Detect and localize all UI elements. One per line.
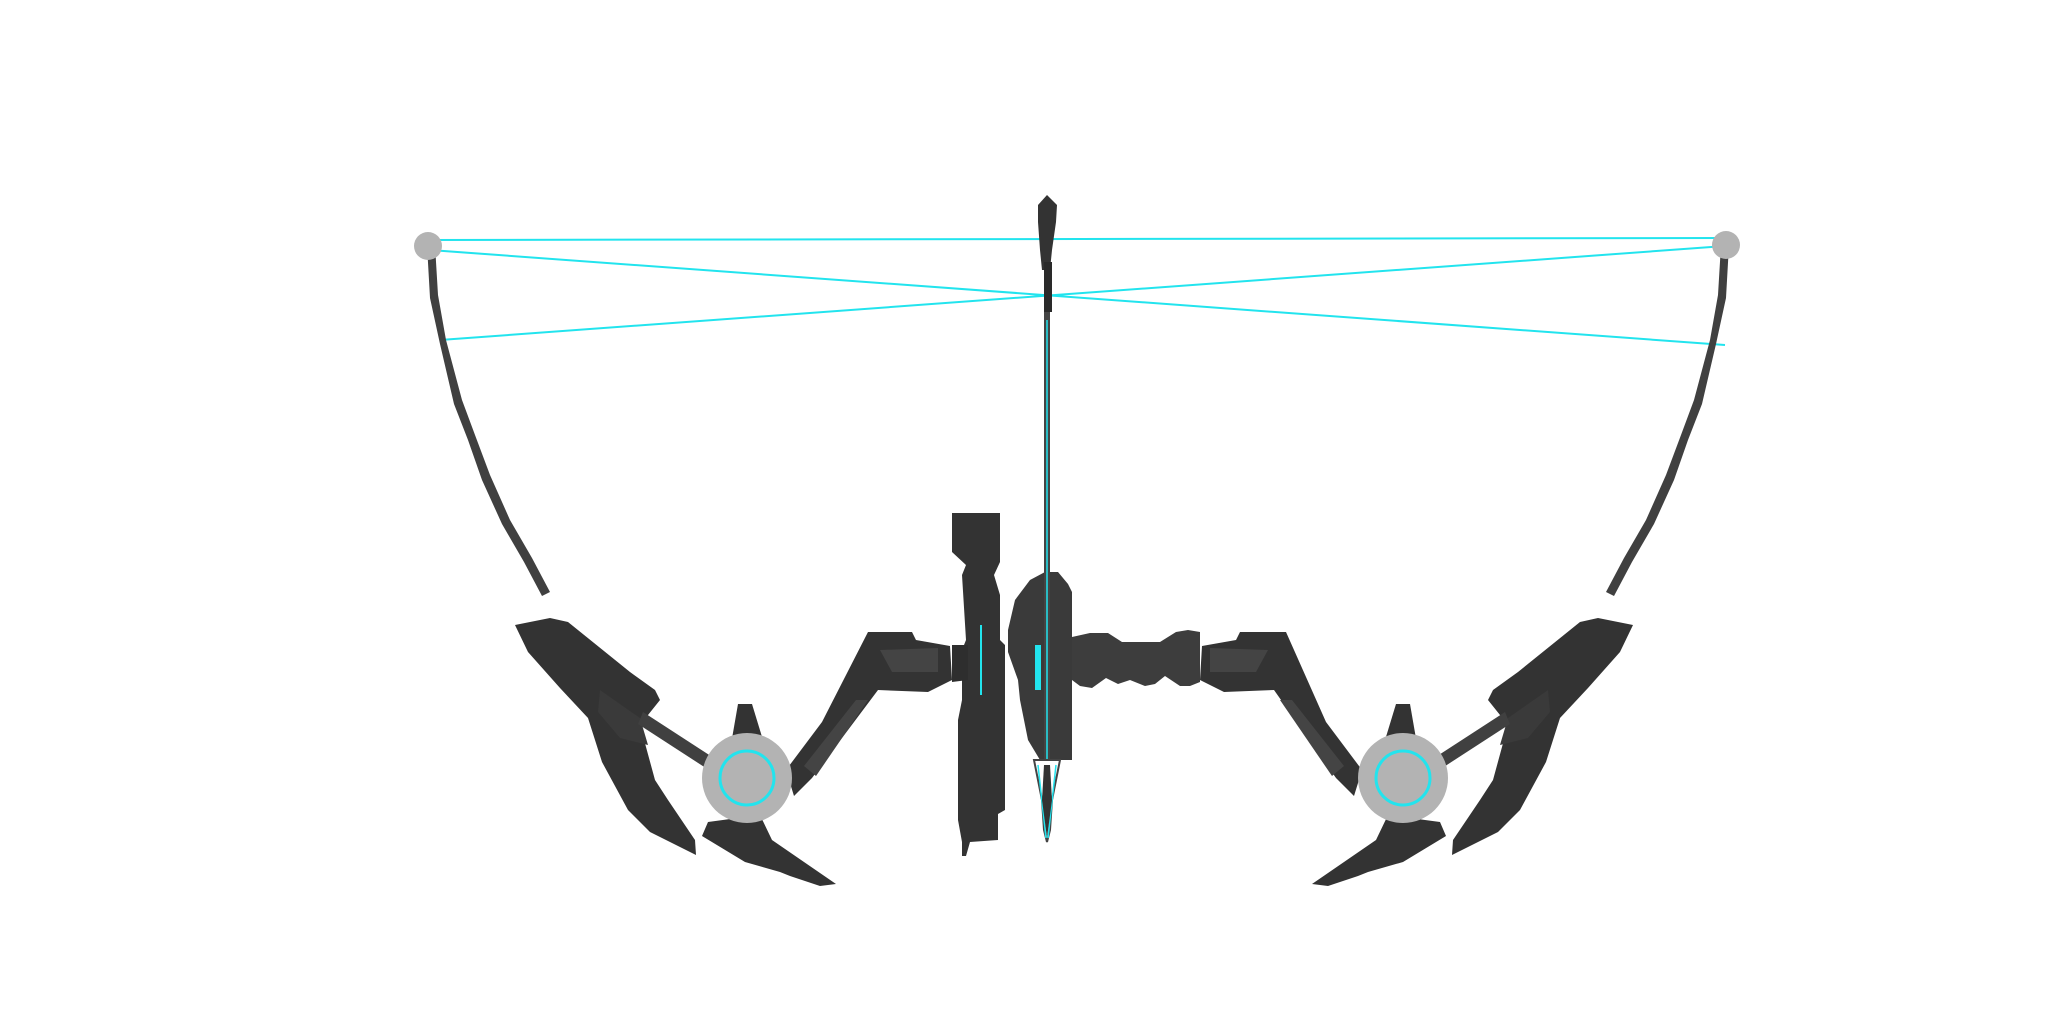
cable-upper-left (430, 250, 1725, 345)
bow-riser (952, 513, 1200, 856)
bowstring (430, 238, 1725, 240)
left-cam (702, 733, 792, 823)
right-cam-assembly (1200, 632, 1448, 886)
arrow-nock (1038, 195, 1057, 270)
right-limb (1606, 231, 1740, 596)
left-limb (414, 232, 550, 596)
left-cam-assembly (702, 632, 952, 886)
bow-strings (430, 238, 1725, 345)
left-limb-tip (414, 232, 442, 260)
right-limb-pocket (1428, 618, 1633, 855)
left-limb-pocket (515, 618, 720, 855)
cable-upper-right (440, 246, 1725, 340)
right-limb-tip (1712, 231, 1740, 259)
right-cam (1358, 733, 1448, 823)
